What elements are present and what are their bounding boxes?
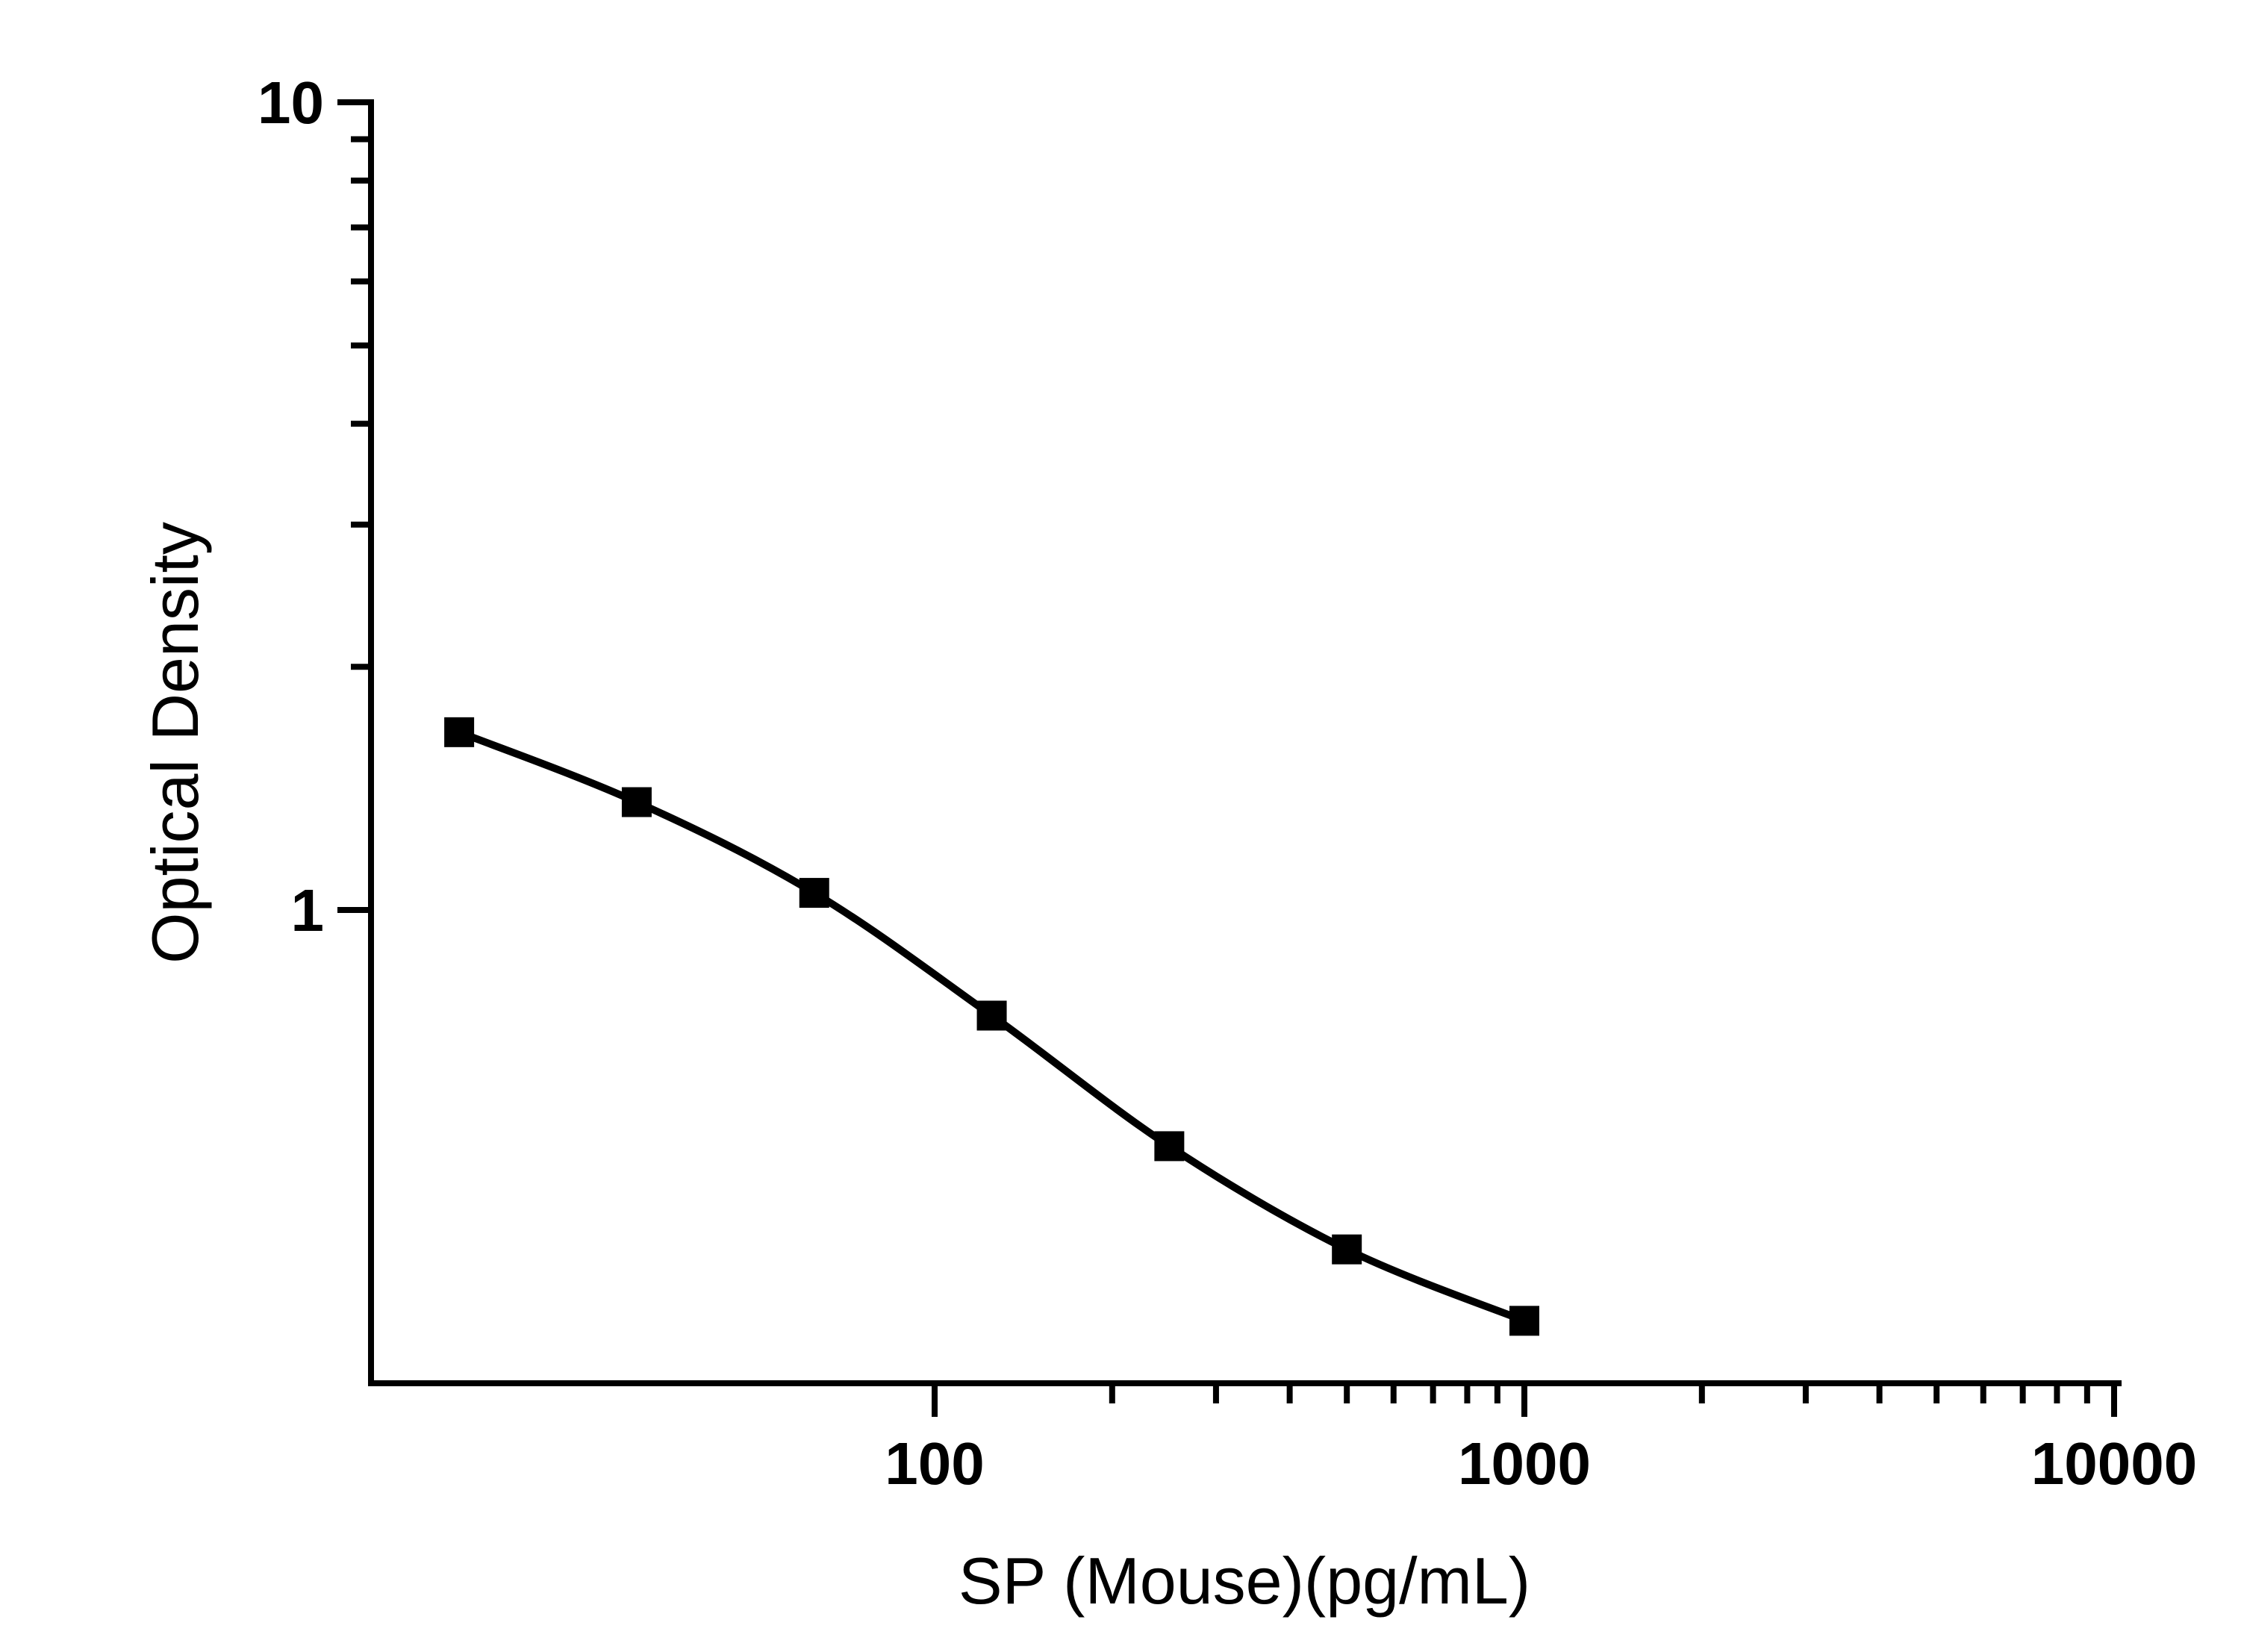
x-tick-label: 10000 xyxy=(2031,1430,2197,1497)
y-major-ticks xyxy=(337,99,371,913)
y-tick-labels: 10 1 xyxy=(258,69,324,944)
y-tick-label: 1 xyxy=(291,877,325,944)
data-point-marker xyxy=(1154,1131,1185,1162)
data-point-marker xyxy=(1509,1306,1539,1336)
series-markers xyxy=(444,717,1539,1336)
x-minor-ticks xyxy=(1109,1383,2090,1403)
data-point-marker xyxy=(621,787,652,817)
y-tick-label: 10 xyxy=(258,69,324,136)
x-axis-title: SP (Mouse)(pg/mL) xyxy=(959,1544,1530,1618)
x-major-ticks xyxy=(932,1383,2117,1417)
data-point-marker xyxy=(1332,1234,1362,1265)
data-point-marker xyxy=(799,878,829,908)
x-tick-label: 1000 xyxy=(1458,1430,1591,1497)
x-tick-label: 100 xyxy=(885,1430,984,1497)
x-tick-labels: 100 1000 10000 xyxy=(885,1430,2197,1497)
y-minor-ticks xyxy=(351,136,371,670)
y-axis-title: Optical Density xyxy=(138,522,212,964)
data-point-marker xyxy=(444,717,475,747)
data-point-marker xyxy=(976,1000,1007,1031)
